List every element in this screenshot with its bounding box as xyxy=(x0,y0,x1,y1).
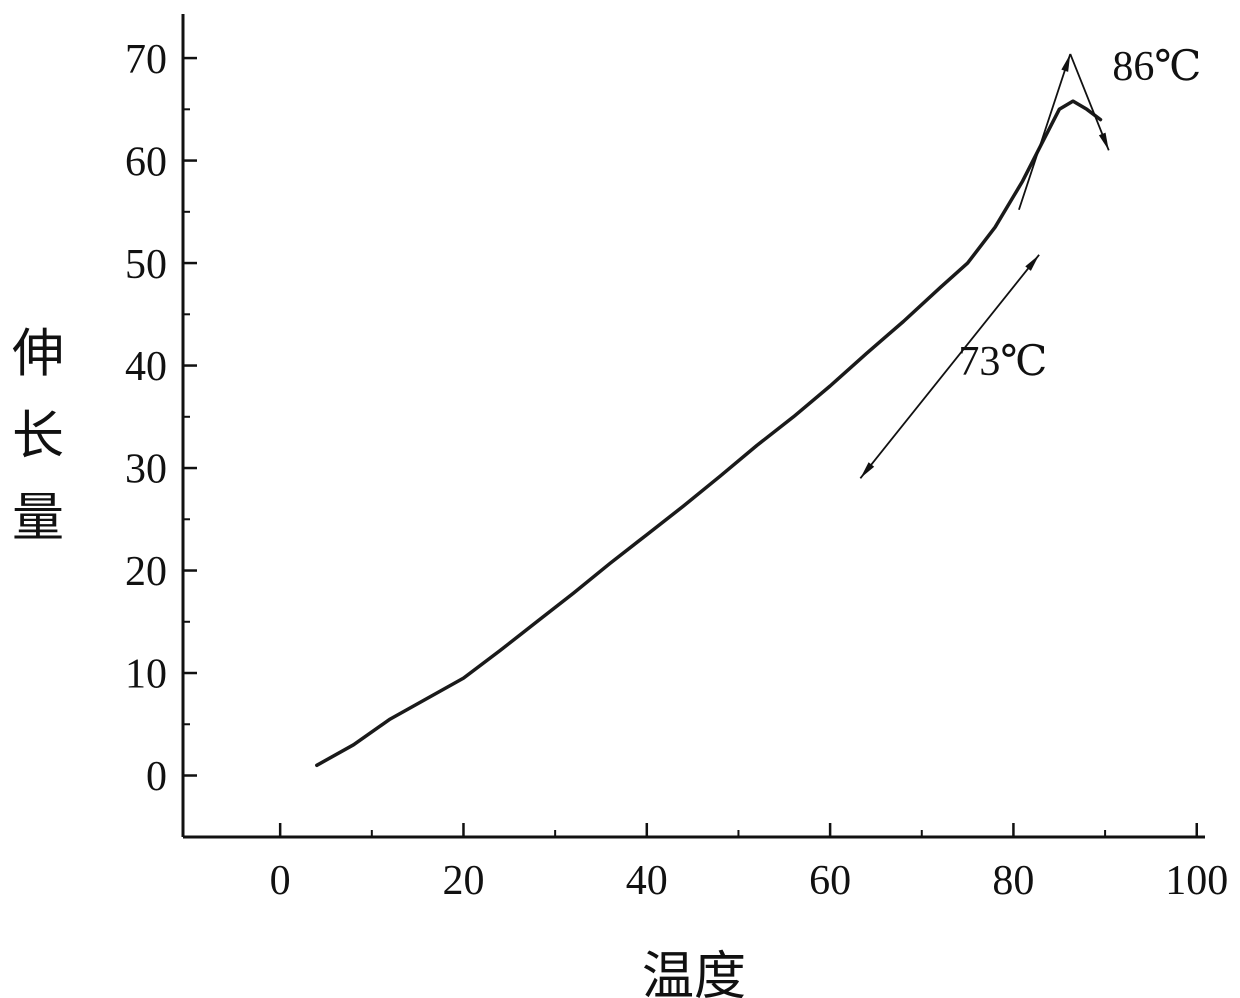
data-series xyxy=(315,99,1103,768)
tick-labels: 0 20 40 60 80 100 0 10 20 30 40 50 60 70 xyxy=(125,37,1228,904)
x-tick-label: 80 xyxy=(992,858,1034,904)
y-tick-label: 60 xyxy=(125,139,167,185)
arrowhead xyxy=(1098,132,1109,151)
y-tick-label: 40 xyxy=(125,344,167,390)
y-tick-label: 30 xyxy=(125,447,167,493)
x-tick-label: 0 xyxy=(270,858,291,904)
annotation-label: 86℃ xyxy=(1112,44,1201,90)
annotation-label: 73℃ xyxy=(958,339,1047,385)
elongation-vs-temperature-curve xyxy=(315,99,1103,768)
y-tick-label: 10 xyxy=(125,652,167,698)
x-tick-label: 20 xyxy=(442,858,484,904)
y-axis-title-char: 伸 xyxy=(12,327,64,384)
arrowhead xyxy=(860,462,875,479)
y-tick-label: 70 xyxy=(125,37,167,83)
arrowhead xyxy=(1061,53,1071,72)
x-tick-label: 100 xyxy=(1165,858,1228,904)
y-axis-title-char: 长 xyxy=(12,409,64,466)
axes xyxy=(181,14,1205,839)
y-tick-label: 50 xyxy=(125,242,167,288)
peak-tangent-rising xyxy=(1018,53,1072,211)
tick-marks xyxy=(183,56,1199,837)
y-tick-label: 0 xyxy=(146,754,167,800)
y-axis-title-char: 量 xyxy=(12,491,64,548)
x-tick-label: 40 xyxy=(626,858,668,904)
inflection-double-arrow xyxy=(859,254,1040,479)
annotations: 73℃ 86℃ xyxy=(859,44,1201,479)
y-tick-label: 20 xyxy=(125,549,167,595)
x-axis-title: 温度 xyxy=(642,949,746,998)
x-tick-label: 60 xyxy=(809,858,851,904)
arrowhead xyxy=(1025,254,1040,271)
